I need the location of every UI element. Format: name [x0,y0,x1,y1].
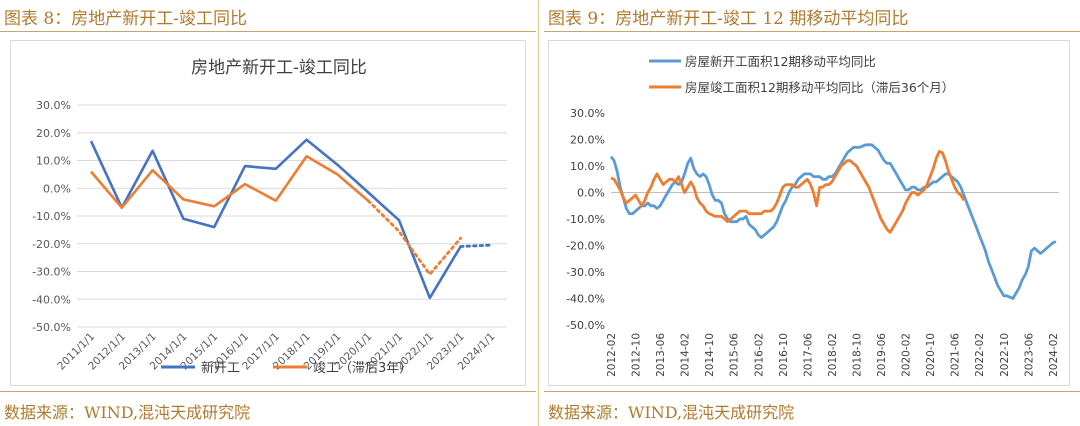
series-line-dotted [366,199,462,277]
x-tick-label: 2014-10 [704,333,716,377]
series-line [610,150,966,234]
y-tick-label: -10.0% [566,213,605,226]
figure-9-title: 图表 9：房地产新开工-竣工 12 期移动平均同比 [548,9,909,29]
y-tick-label: -30.0% [32,266,71,279]
x-tick-label: 2012-10 [631,333,643,377]
x-tick-label: 2020-02 [901,333,913,377]
x-tick-label: 2022-10 [999,333,1011,377]
y-tick-label: -40.0% [566,293,605,306]
x-tick-label: 2015-06 [729,333,741,377]
y-tick-label: 20.0% [36,127,71,140]
figure-8-title: 图表 8：房地产新开工-竣工同比 [4,9,247,29]
y-tick-label: 30.0% [36,99,71,112]
figure-9-bottom-rule [544,391,1080,392]
legend-label: 房屋新开工面积12期移动平均同比 [685,54,876,69]
x-tick-label: 2013-06 [655,333,667,377]
figure-9-panel: 图表 9：房地产新开工-竣工 12 期移动平均同比 30.0% 20.0% 10.0… [544,0,1080,426]
figure-9-source: 数据来源：WIND,混沌天成研究院 [548,403,795,422]
figure-8-top-rule [0,31,536,32]
panel-divider [538,0,539,426]
x-tick-label: 2022-02 [974,333,986,377]
x-tick-label: 2018-02 [827,333,839,377]
x-tick-label: 2020-10 [925,333,937,377]
series-line-solid [90,155,370,209]
x-tick-label: 2024-02 [1048,333,1060,377]
y-tick-label: -50.0% [32,321,71,334]
legend-label: 房屋竣工面积12期移动平均同比（滞后36个月） [685,80,954,95]
x-tick-label: 2016-10 [778,333,790,377]
y-tick-label: -40.0% [32,293,71,306]
x-tick-label: 2012-02 [606,333,618,377]
y-tick-label: -10.0% [32,210,71,223]
figure-8-source: 数据来源：WIND,混沌天成研究院 [4,403,251,422]
y-tick-label: -20.0% [32,238,71,251]
series-line [609,143,1057,300]
x-tick-label: 2017-06 [802,333,814,377]
figure-9-chart: 30.0% 20.0% 10.0% 0.0% -10.0% -20.0% -30.0% -40… [566,54,1060,377]
figure-8-chart-frame: 房地产新开工-竣工同比 30.0% 20.0% 10.0% 0.0% -10.0% -20.… [10,40,526,386]
x-tick-label: 2019-06 [876,333,888,377]
y-tick-label: 20.0% [570,134,605,147]
y-tick-label: 30.0% [570,107,605,120]
chart-title: 房地产新开工-竣工同比 [191,58,367,78]
legend-label: 新开工 [201,360,240,376]
legend-label: 竣工（滞后3年） [313,361,412,376]
y-tick-label: 0.0% [577,187,605,200]
y-tick-label: -30.0% [566,266,605,279]
figure-9-chart-frame: 30.0% 20.0% 10.0% 0.0% -10.0% -20.0% -30.0% -40… [548,40,1070,386]
y-tick-label: 10.0% [570,160,605,173]
figure-9-top-rule [544,31,1080,32]
x-tick-label: 2014-02 [680,333,692,377]
series-line-dotted [459,243,493,248]
x-tick-label: 2021-06 [950,333,962,377]
y-tick-label: -20.0% [566,240,605,253]
y-tick-label: -50.0% [566,319,605,332]
x-tick-label: 2016-02 [753,333,765,377]
figure-8-chart: 房地产新开工-竣工同比 30.0% 20.0% 10.0% 0.0% -10.0% -20.… [32,58,507,376]
x-tick-label: 2018-10 [851,333,863,377]
y-tick-label: 10.0% [36,155,71,168]
series-line-solid [89,138,462,300]
figure-8-bottom-rule [0,391,536,392]
y-tick-label: 0.0% [43,182,71,195]
figure-8-panel: 图表 8：房地产新开工-竣工同比 房地产新开工-竣工同比 30.0% 20.0% 10… [0,0,536,426]
x-tick-label: 2023-06 [1023,333,1035,377]
